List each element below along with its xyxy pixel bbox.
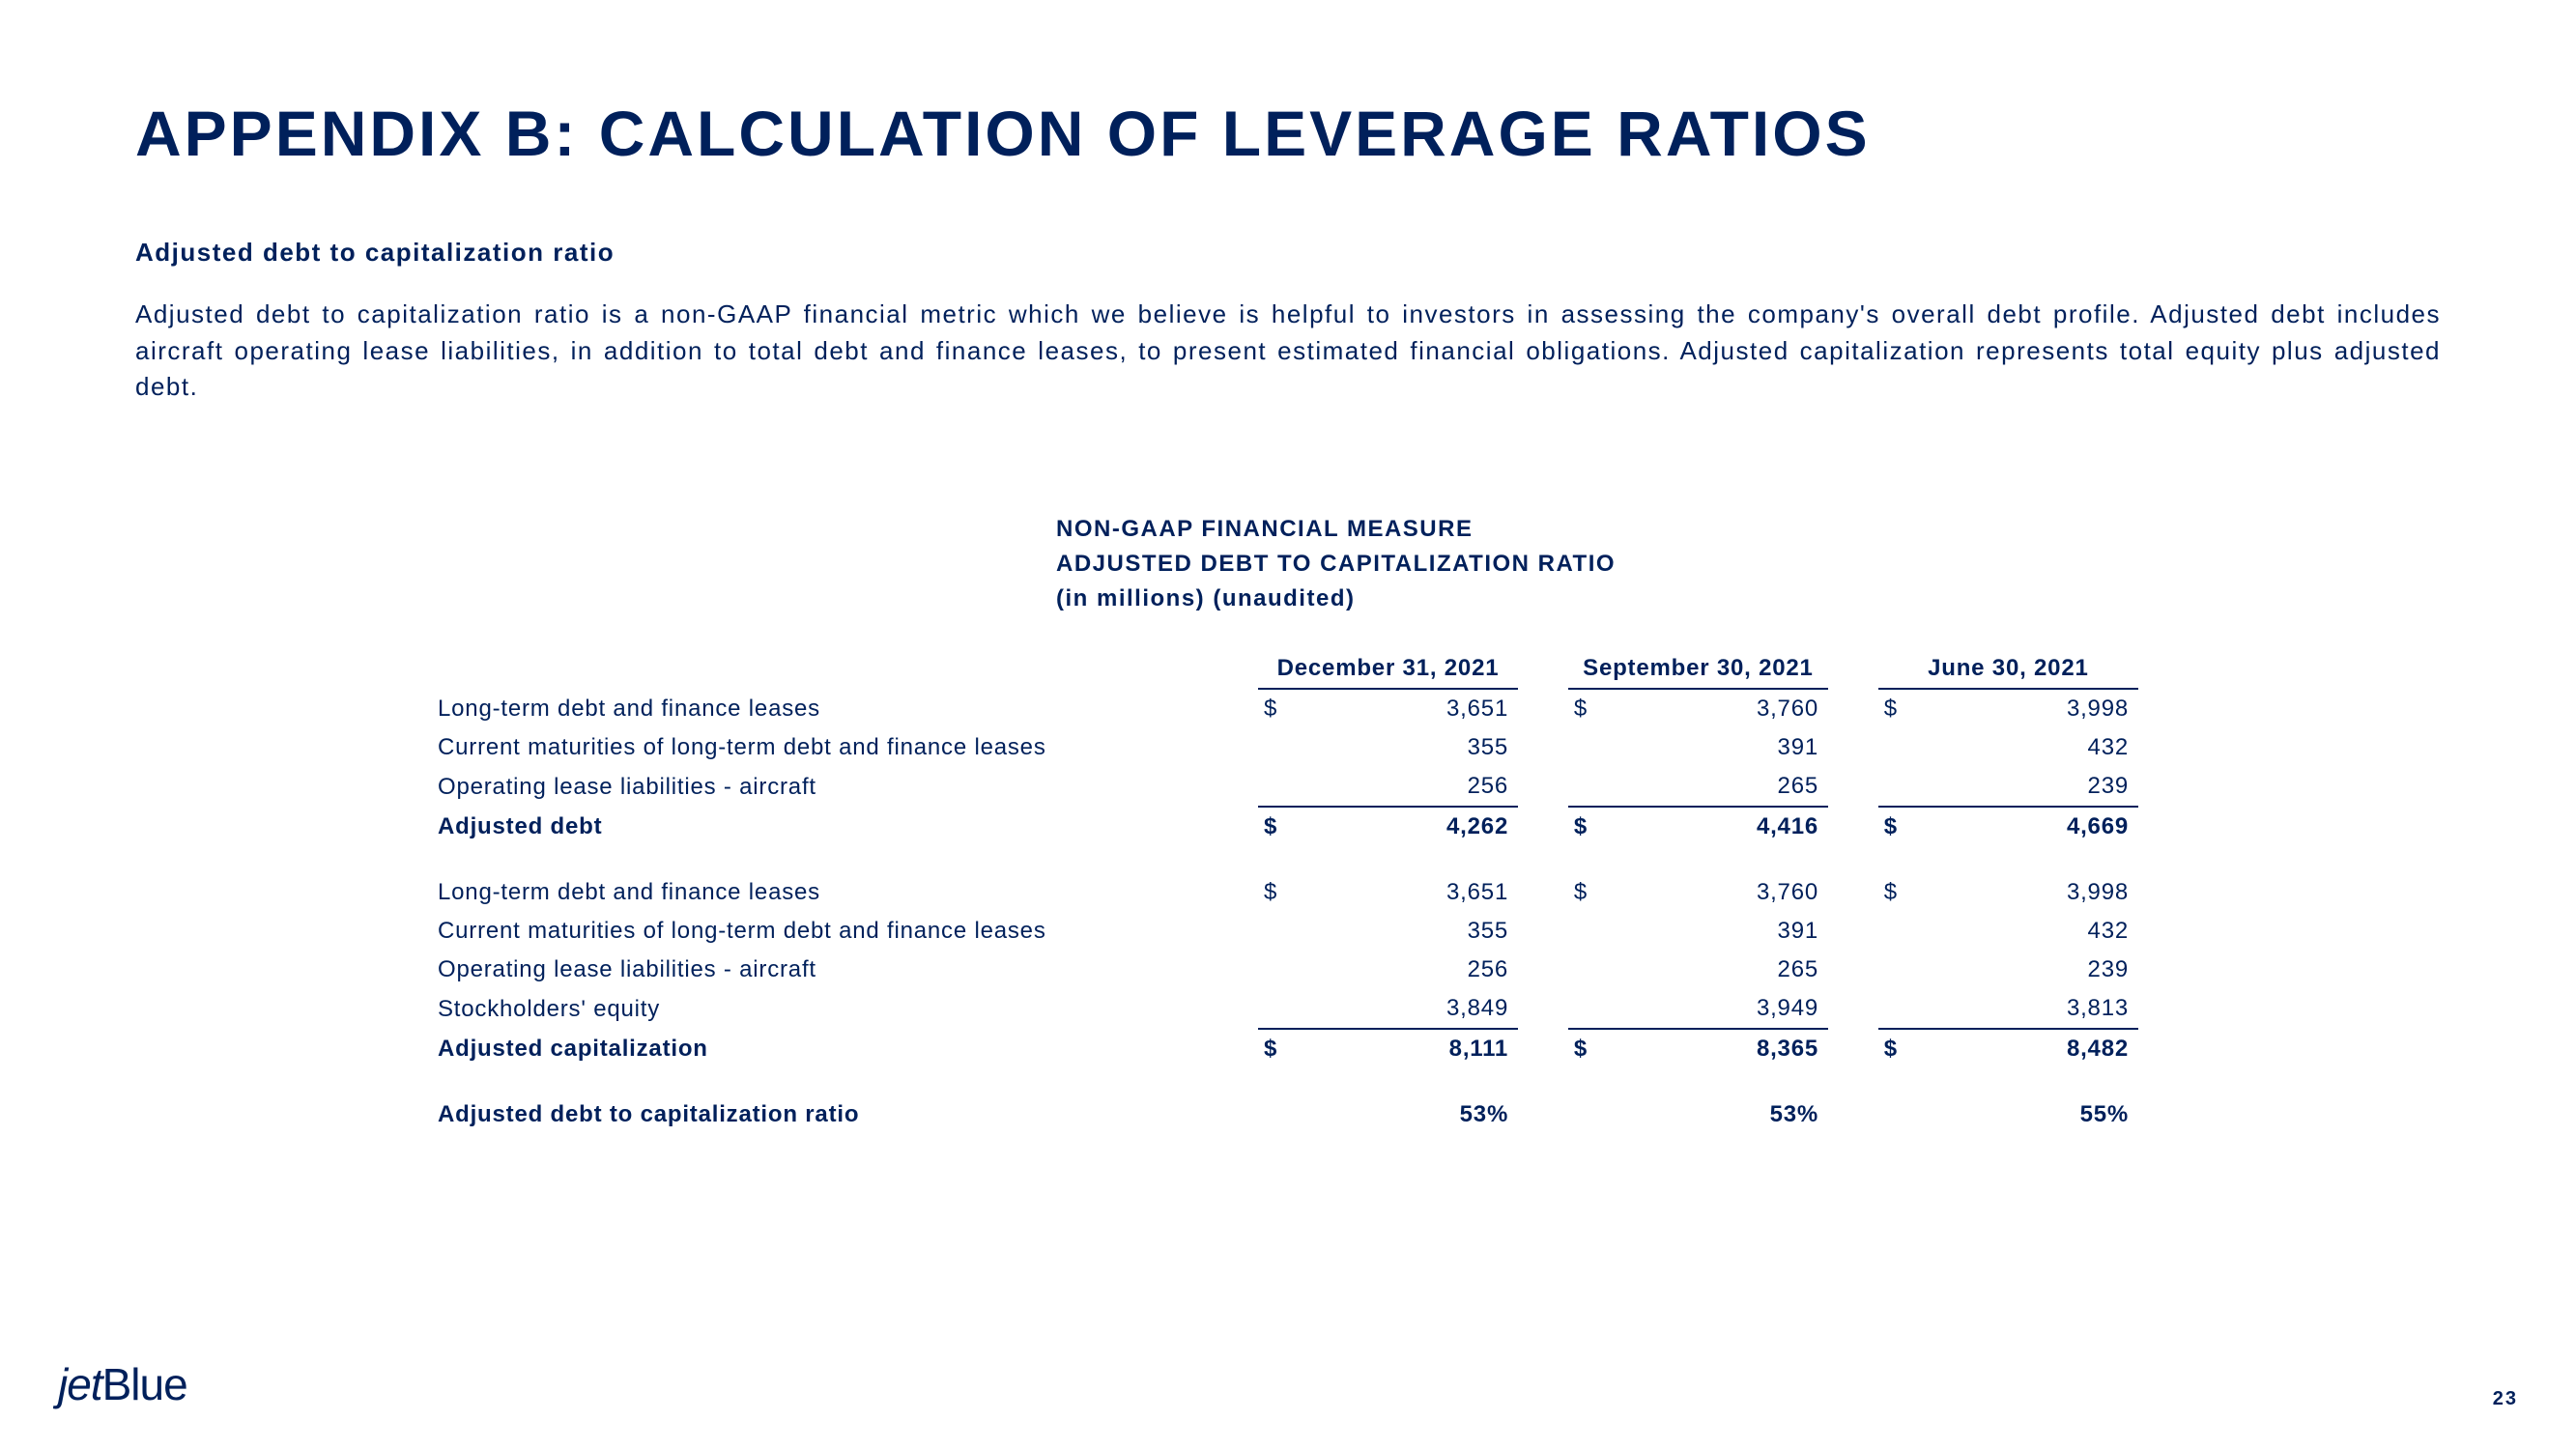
currency-symbol: $ bbox=[1258, 689, 1308, 728]
period-header-2: September 30, 2021 bbox=[1568, 655, 1828, 689]
table-row: Operating lease liabilities - aircraft 2… bbox=[438, 767, 2138, 807]
period-header-3: June 30, 2021 bbox=[1878, 655, 2138, 689]
table-header-row: December 31, 2021 September 30, 2021 Jun… bbox=[438, 655, 2138, 689]
table-ratio-row: Adjusted debt to capitalization ratio 53… bbox=[438, 1095, 2138, 1134]
cell-value: 256 bbox=[1308, 951, 1518, 989]
cell-value: 4,262 bbox=[1308, 807, 1518, 846]
financial-table-container: NON-GAAP FINANCIAL MEASURE ADJUSTED DEBT… bbox=[438, 512, 2138, 1134]
table-total-row: Adjusted capitalization $8,111 $8,365 $8… bbox=[438, 1029, 2138, 1068]
cell-value: 391 bbox=[1618, 912, 1828, 951]
row-label: Long-term debt and finance leases bbox=[438, 689, 1258, 728]
cell-value: 355 bbox=[1308, 912, 1518, 951]
currency-symbol: $ bbox=[1568, 873, 1618, 912]
cell-value: 53% bbox=[1308, 1095, 1518, 1134]
page-title: APPENDIX B: CALCULATION OF LEVERAGE RATI… bbox=[135, 97, 2441, 170]
cell-value: 3,651 bbox=[1308, 873, 1518, 912]
cell-value: 8,482 bbox=[1929, 1029, 2139, 1068]
cell-value: 8,111 bbox=[1308, 1029, 1518, 1068]
row-label: Operating lease liabilities - aircraft bbox=[438, 767, 1258, 807]
cell-value: 8,365 bbox=[1618, 1029, 1828, 1068]
cell-value: 3,760 bbox=[1618, 873, 1828, 912]
currency-symbol: $ bbox=[1568, 807, 1618, 846]
section-subheading: Adjusted debt to capitalization ratio bbox=[135, 238, 2441, 268]
table-row: Current maturities of long-term debt and… bbox=[438, 728, 2138, 767]
cell-value: 53% bbox=[1618, 1095, 1828, 1134]
table-row: Current maturities of long-term debt and… bbox=[438, 912, 2138, 951]
cell-value: 355 bbox=[1308, 728, 1518, 767]
cell-value: 3,949 bbox=[1618, 989, 1828, 1029]
page-number: 23 bbox=[2493, 1388, 2518, 1410]
cell-value: 3,849 bbox=[1308, 989, 1518, 1029]
currency-symbol: $ bbox=[1258, 807, 1308, 846]
cell-value: 432 bbox=[1929, 912, 2139, 951]
table-title-line-3: (in millions) (unaudited) bbox=[1056, 582, 2138, 616]
table-row: Operating lease liabilities - aircraft 2… bbox=[438, 951, 2138, 989]
cell-value: 391 bbox=[1618, 728, 1828, 767]
row-label: Adjusted debt to capitalization ratio bbox=[438, 1095, 1258, 1134]
cell-value: 265 bbox=[1618, 767, 1828, 807]
cell-value: 55% bbox=[1929, 1095, 2139, 1134]
row-label: Adjusted debt bbox=[438, 807, 1258, 846]
cell-value: 239 bbox=[1929, 767, 2139, 807]
table-title-block: NON-GAAP FINANCIAL MEASURE ADJUSTED DEBT… bbox=[1056, 512, 2138, 616]
cell-value: 256 bbox=[1308, 767, 1518, 807]
description-paragraph: Adjusted debt to capitalization ratio is… bbox=[135, 297, 2441, 406]
table-total-row: Adjusted debt $4,262 $4,416 $4,669 bbox=[438, 807, 2138, 846]
table-title-line-2: ADJUSTED DEBT TO CAPITALIZATION RATIO bbox=[1056, 547, 2138, 582]
row-label: Current maturities of long-term debt and… bbox=[438, 728, 1258, 767]
period-header-1: December 31, 2021 bbox=[1258, 655, 1518, 689]
table-row: Long-term debt and finance leases $3,651… bbox=[438, 873, 2138, 912]
leverage-ratio-table: December 31, 2021 September 30, 2021 Jun… bbox=[438, 655, 2138, 1134]
cell-value: 3,998 bbox=[1929, 689, 2139, 728]
cell-value: 3,651 bbox=[1308, 689, 1518, 728]
cell-value: 3,813 bbox=[1929, 989, 2139, 1029]
table-row: Long-term debt and finance leases $3,651… bbox=[438, 689, 2138, 728]
row-label: Adjusted capitalization bbox=[438, 1029, 1258, 1068]
row-label: Stockholders' equity bbox=[438, 989, 1258, 1029]
currency-symbol: $ bbox=[1258, 1029, 1308, 1068]
cell-value: 4,416 bbox=[1618, 807, 1828, 846]
cell-value: 3,760 bbox=[1618, 689, 1828, 728]
row-label: Current maturities of long-term debt and… bbox=[438, 912, 1258, 951]
logo-part-blue: Blue bbox=[102, 1359, 187, 1409]
cell-value: 239 bbox=[1929, 951, 2139, 989]
cell-value: 432 bbox=[1929, 728, 2139, 767]
table-title-line-1: NON-GAAP FINANCIAL MEASURE bbox=[1056, 512, 2138, 547]
cell-value: 3,998 bbox=[1929, 873, 2139, 912]
currency-symbol: $ bbox=[1878, 689, 1929, 728]
cell-value: 4,669 bbox=[1929, 807, 2139, 846]
cell-value: 265 bbox=[1618, 951, 1828, 989]
row-label: Operating lease liabilities - aircraft bbox=[438, 951, 1258, 989]
jetblue-logo: jetBlue bbox=[58, 1358, 187, 1410]
currency-symbol: $ bbox=[1568, 689, 1618, 728]
currency-symbol: $ bbox=[1878, 807, 1929, 846]
currency-symbol: $ bbox=[1878, 873, 1929, 912]
currency-symbol: $ bbox=[1258, 873, 1308, 912]
table-row: Stockholders' equity 3,849 3,949 3,813 bbox=[438, 989, 2138, 1029]
currency-symbol: $ bbox=[1568, 1029, 1618, 1068]
logo-part-jet: jet bbox=[58, 1359, 102, 1409]
row-label: Long-term debt and finance leases bbox=[438, 873, 1258, 912]
currency-symbol: $ bbox=[1878, 1029, 1929, 1068]
